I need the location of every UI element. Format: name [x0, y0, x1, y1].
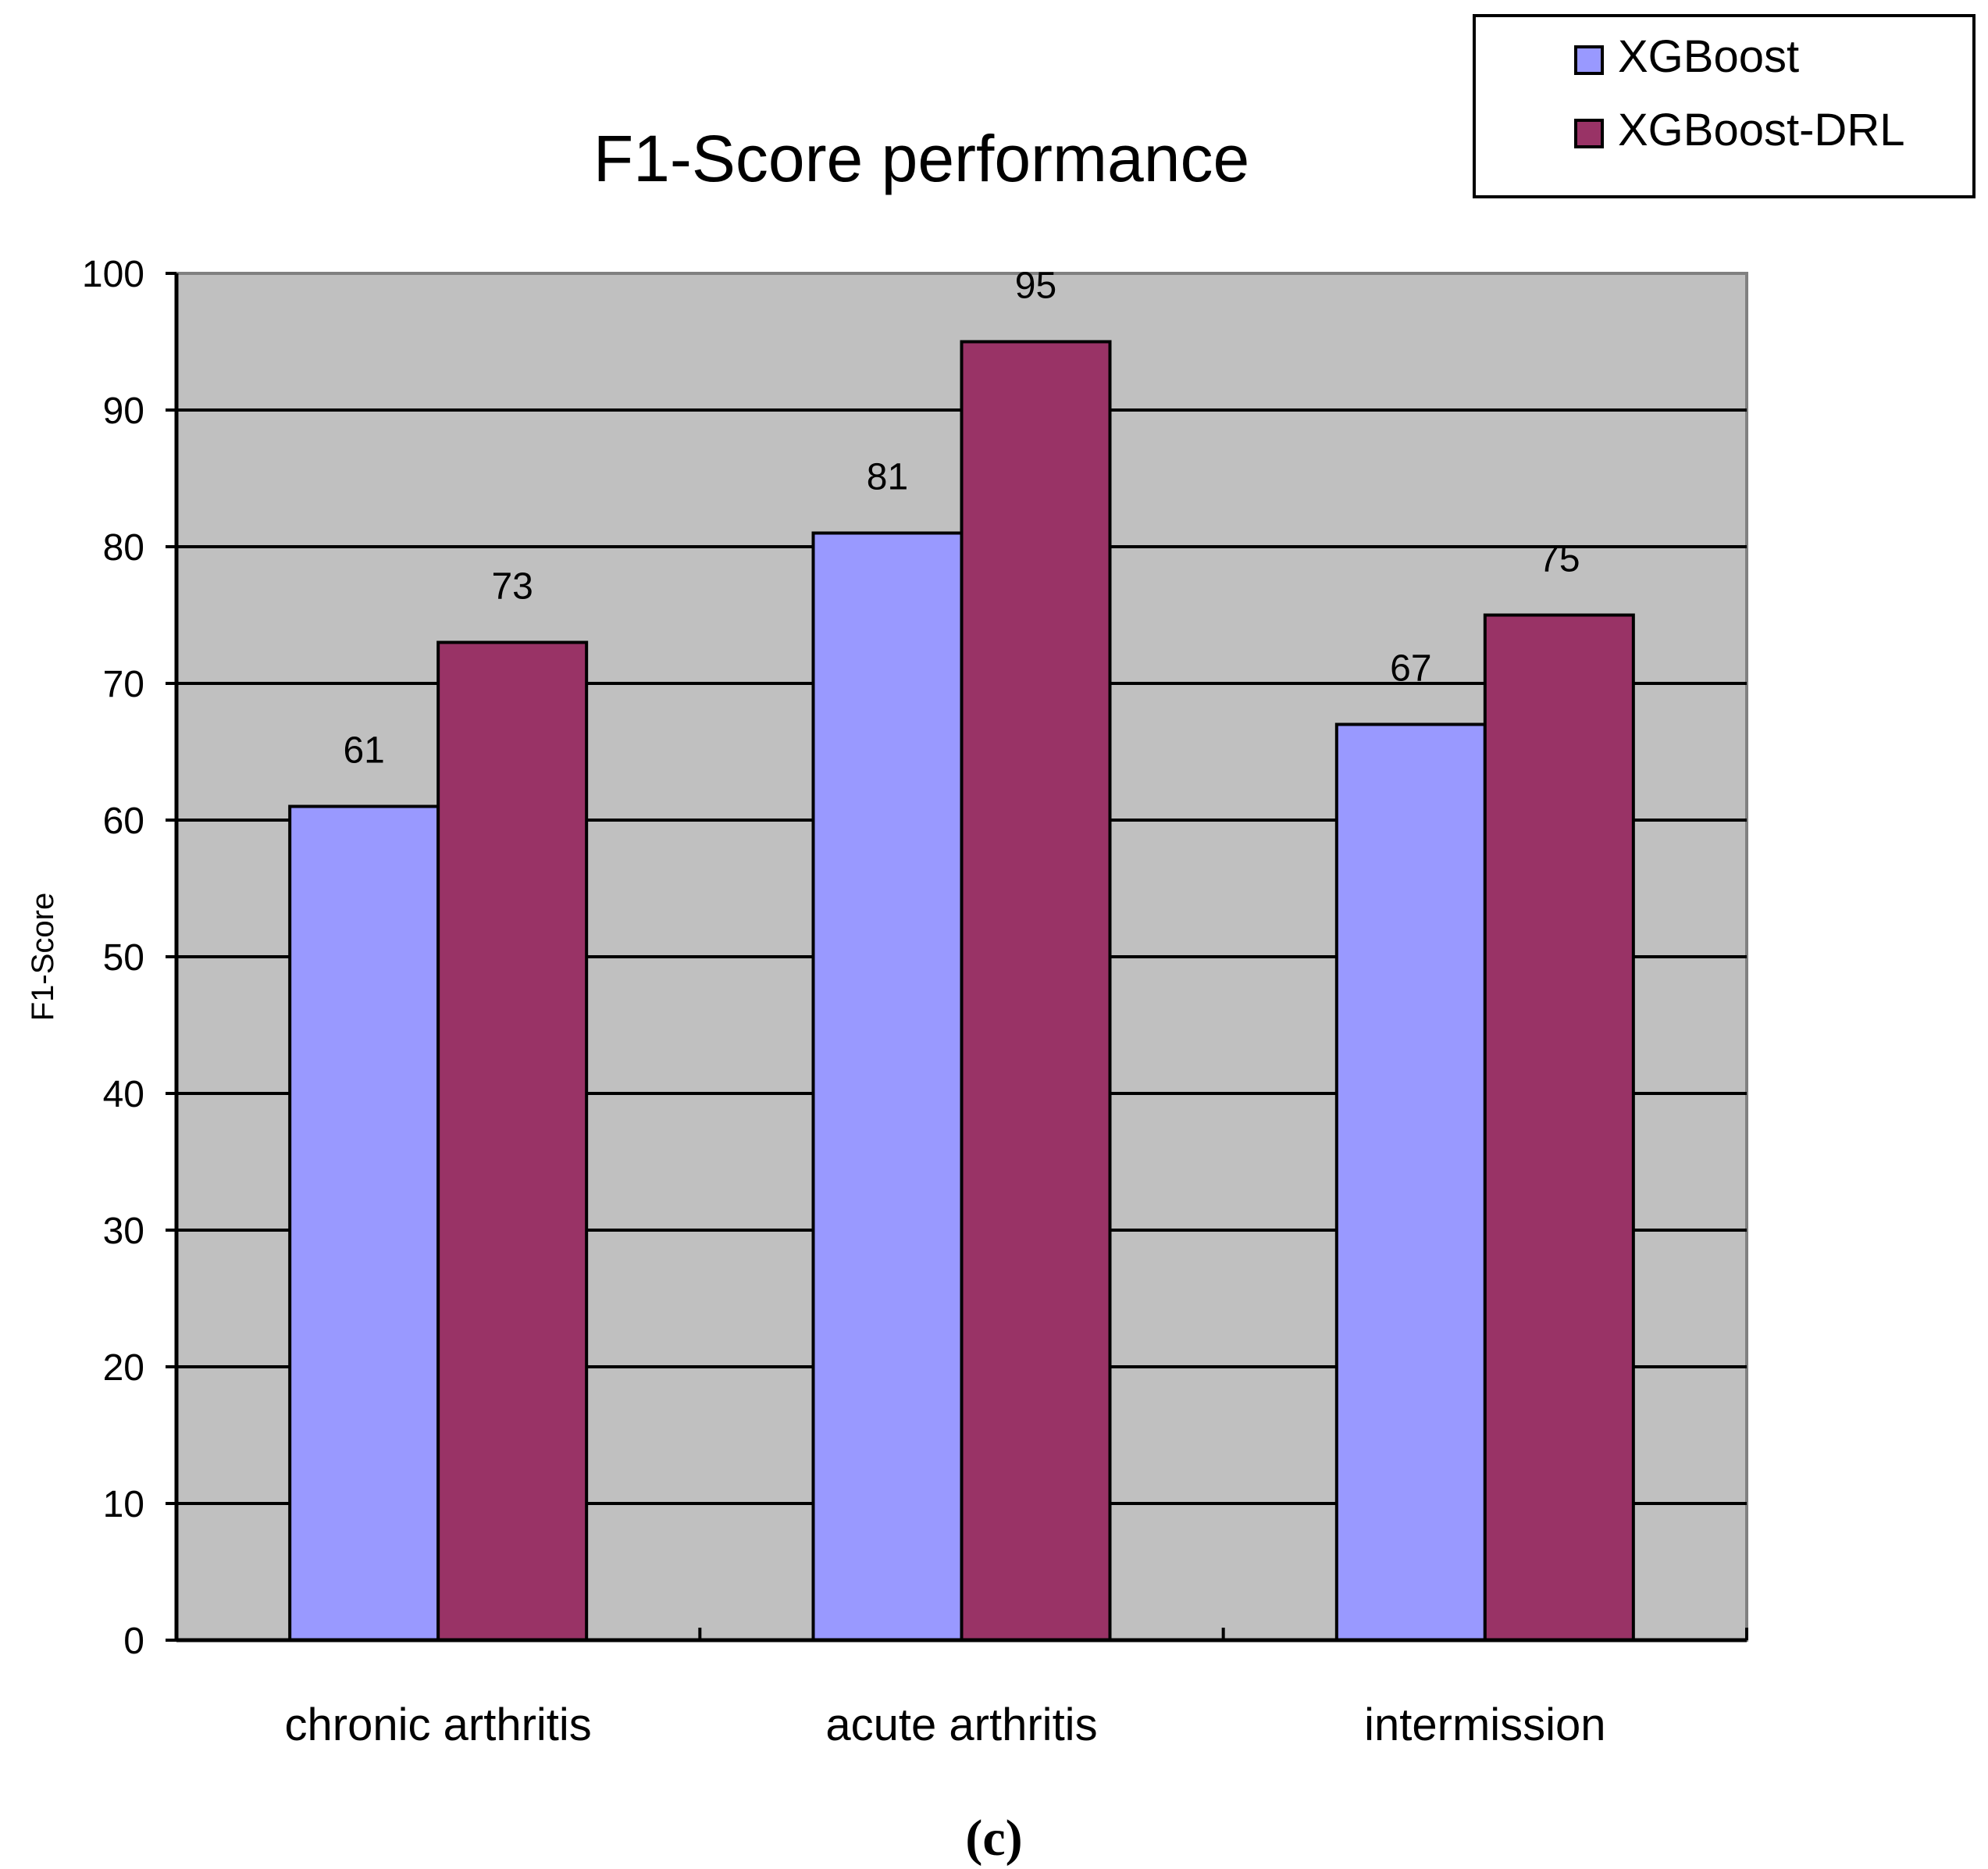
y-tick-label: 100: [82, 254, 144, 295]
y-tick-label: 90: [103, 391, 144, 432]
y-axis-label: F1-Score: [26, 893, 60, 1022]
data-label: 75: [1538, 539, 1580, 580]
data-labels: 61 73 81 95 67 75: [343, 266, 1580, 772]
y-tick-label: 80: [103, 527, 144, 569]
legend: XGBoost XGBoost-DRL: [1473, 14, 1976, 198]
bar: [288, 804, 440, 1642]
y-tick-label: 10: [103, 1484, 144, 1525]
data-label: 73: [491, 566, 533, 608]
x-category-labels: chronic arthritis acute arthritis intermis…: [285, 1700, 1606, 1750]
y-tick-label: 60: [103, 801, 144, 842]
y-tick-labels: 0 10 20 30 40 50 60 70 80 90 100: [82, 254, 144, 1662]
data-label: 81: [867, 457, 908, 498]
panel-label: (c): [965, 1810, 1022, 1867]
legend-swatch: [1574, 119, 1604, 148]
axes: [166, 272, 1748, 1643]
bar: [436, 640, 589, 1642]
bar: [1334, 722, 1487, 1642]
y-tick-label: 40: [103, 1074, 144, 1115]
data-label: 61: [343, 730, 384, 772]
legend-label: XGBoost-DRL: [1618, 105, 1904, 155]
legend-label: XGBoost: [1618, 31, 1799, 82]
bar: [811, 531, 964, 1642]
y-tick-label: 50: [103, 937, 144, 979]
bar: [960, 340, 1112, 1642]
y-tick-label: 0: [123, 1621, 144, 1662]
legend-box: [1473, 14, 1976, 198]
data-label: 95: [1015, 266, 1056, 307]
x-category-label: intermission: [1364, 1700, 1605, 1750]
data-label: 67: [1390, 648, 1431, 690]
x-category-label: acute arthritis: [825, 1700, 1097, 1750]
legend-swatch: [1574, 45, 1604, 75]
bars: [288, 340, 1635, 1642]
chart-title: F1-Score performance: [593, 122, 1249, 195]
x-category-label: chronic arthritis: [285, 1700, 592, 1750]
y-tick-label: 30: [103, 1211, 144, 1252]
bar: [1483, 613, 1635, 1642]
y-tick-label: 20: [103, 1347, 144, 1389]
y-tick-label: 70: [103, 664, 144, 705]
